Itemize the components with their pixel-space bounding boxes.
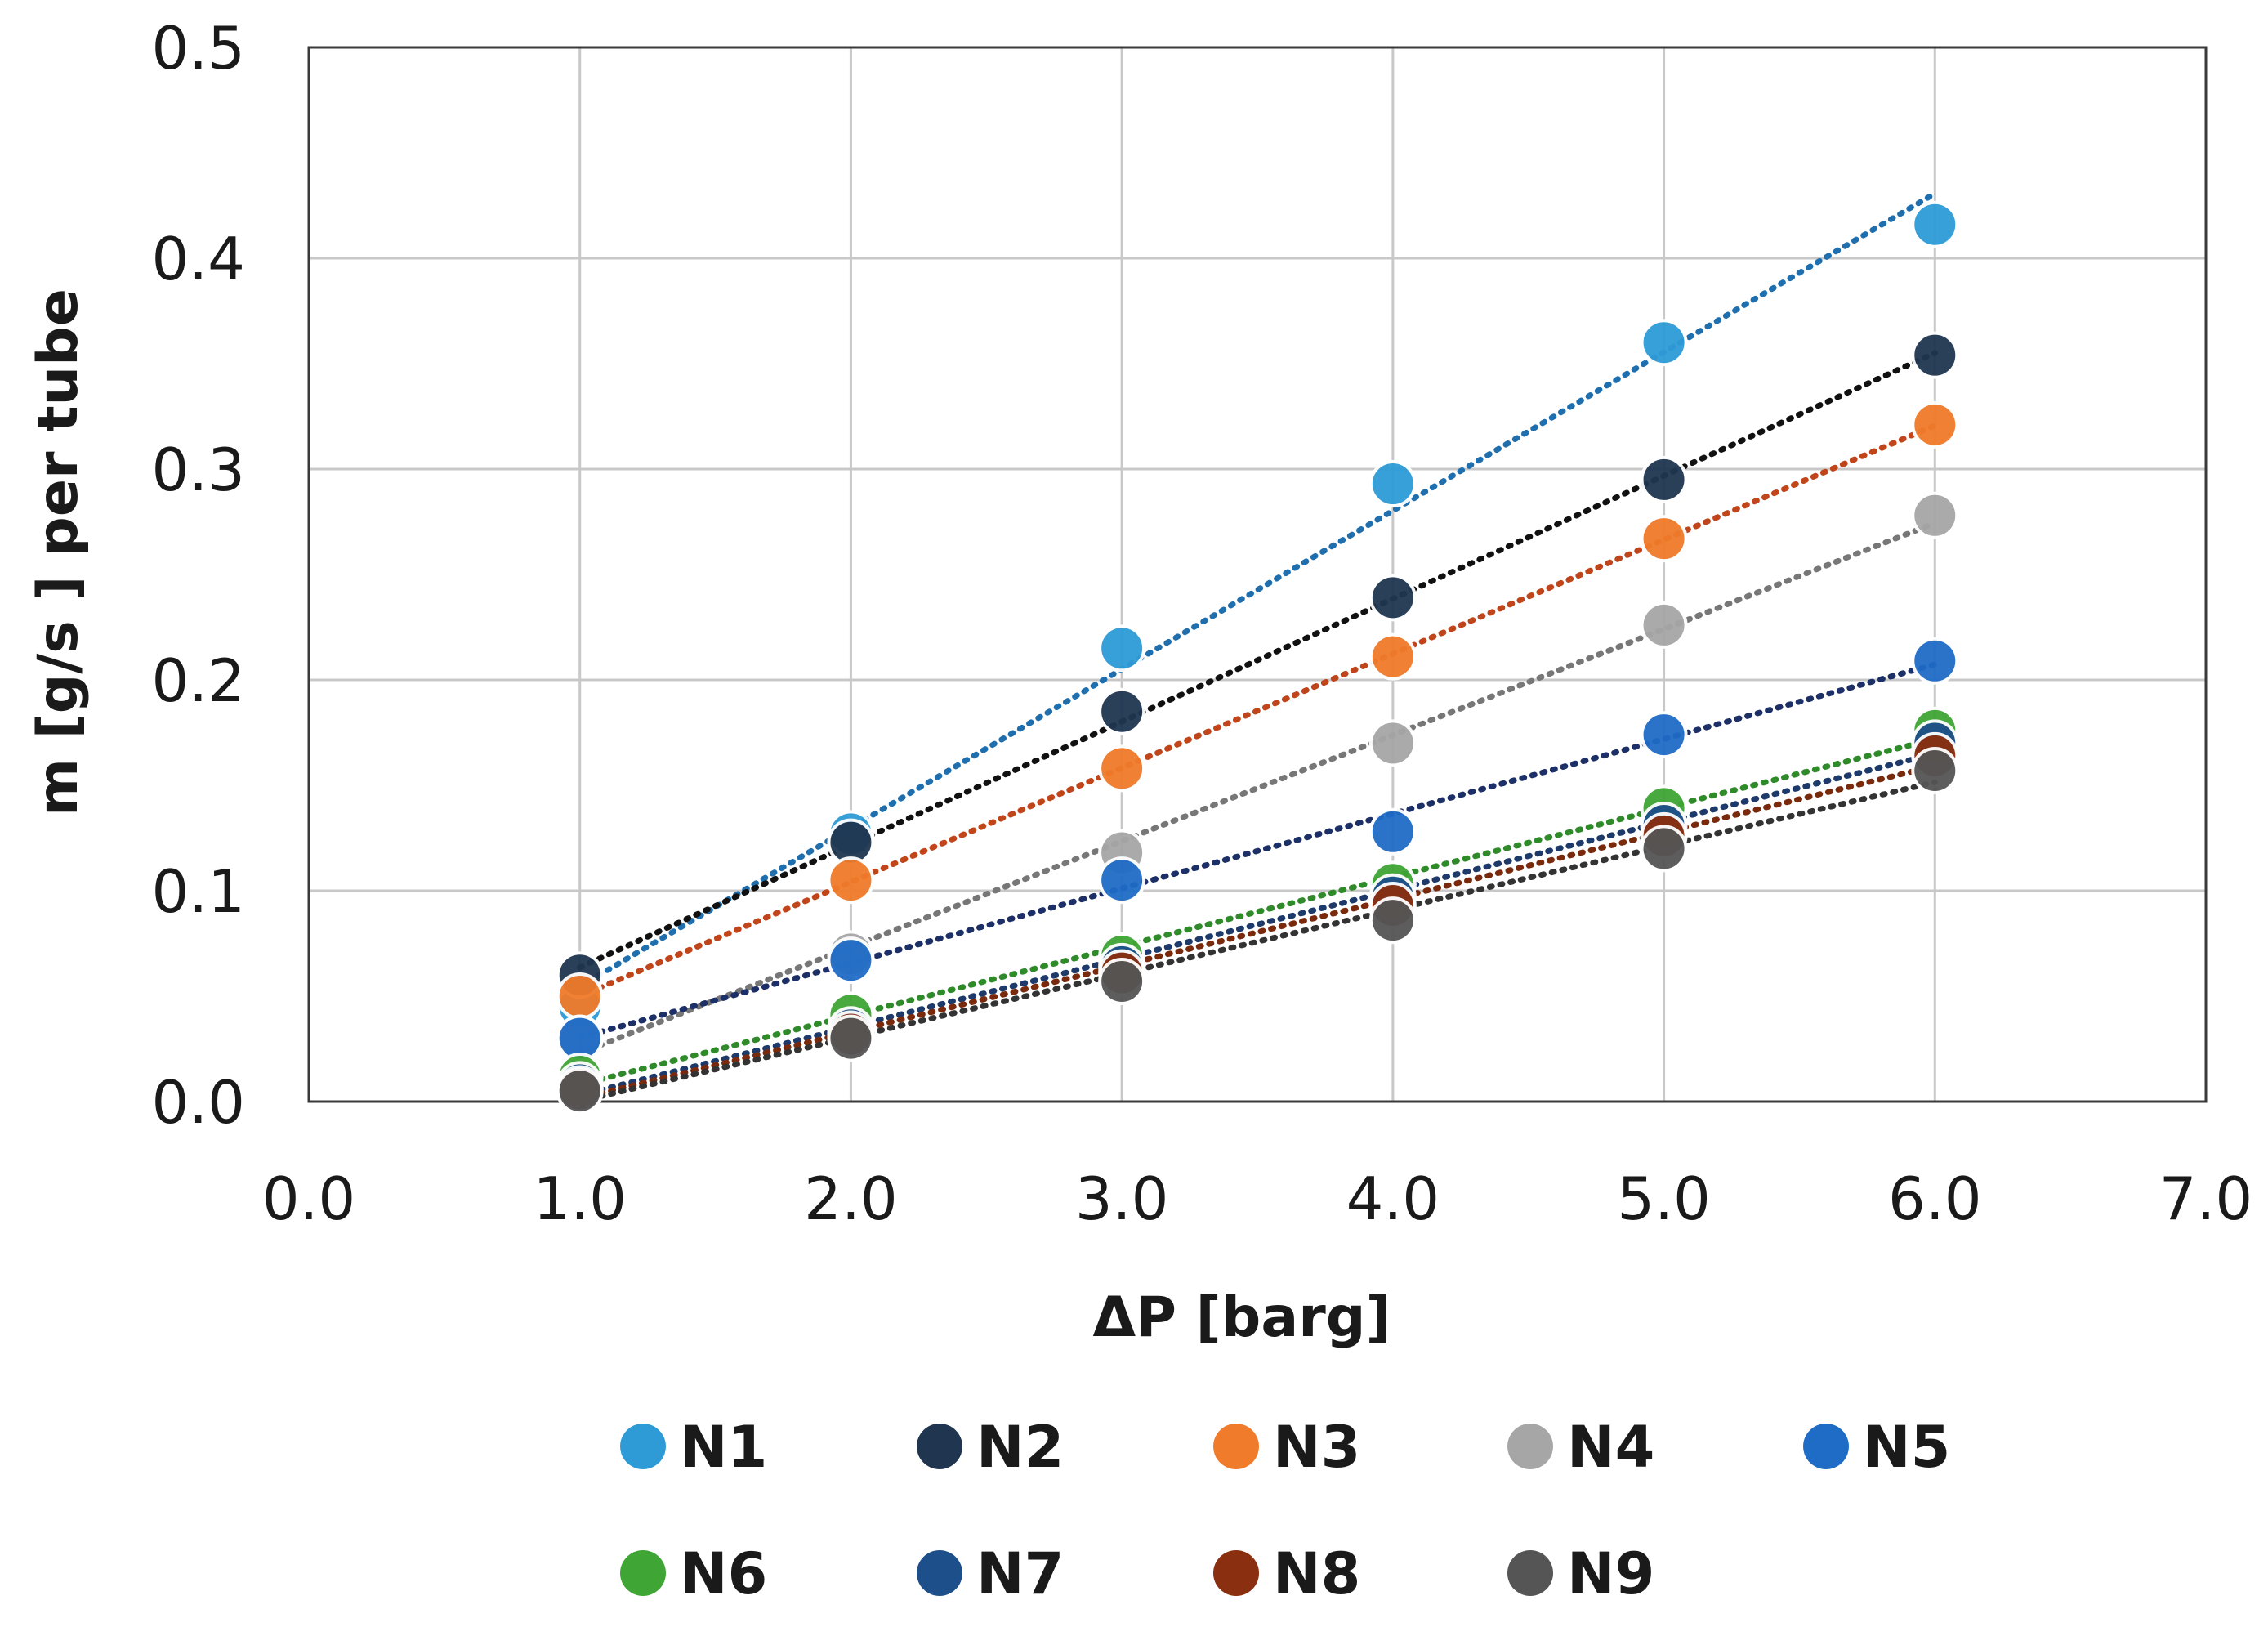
legend-marker (620, 1424, 666, 1469)
x-axis-title: ΔP [barg] (1092, 1285, 1391, 1350)
legend-label: N3 (1273, 1414, 1360, 1481)
trendline-n3 (577, 422, 1938, 999)
y-tick-label: 0.5 (151, 14, 245, 83)
legend-marker (1507, 1550, 1553, 1596)
legend-marker (917, 1550, 962, 1596)
point-n9 (1911, 746, 1959, 794)
legend-label: N4 (1567, 1414, 1654, 1481)
legend-label: N1 (680, 1414, 767, 1481)
point-n1 (1098, 624, 1146, 673)
point-n1 (1368, 460, 1417, 508)
point-n5 (1368, 807, 1417, 856)
point-n9 (1640, 825, 1688, 873)
legend-marker (917, 1424, 962, 1469)
legend-item-n3: N3 (1213, 1414, 1360, 1481)
x-tick-label: 1.0 (533, 1164, 627, 1233)
trendlines (577, 190, 1938, 1105)
trendline-n1 (577, 190, 1938, 990)
legend-item-n7: N7 (917, 1540, 1064, 1607)
legend-label: N7 (976, 1540, 1064, 1607)
trendline-n5 (577, 661, 1938, 1041)
y-tick-label: 0.0 (151, 1068, 245, 1137)
point-n3 (556, 972, 604, 1020)
point-n9 (1098, 957, 1146, 1005)
trendline-n4 (577, 520, 1938, 1057)
point-n5 (1911, 637, 1959, 685)
x-tick-label: 6.0 (1888, 1164, 1982, 1233)
legend-item-n2: N2 (917, 1414, 1064, 1481)
point-n4 (1368, 719, 1417, 767)
y-tick-label: 0.1 (151, 857, 245, 926)
point-n1 (1640, 319, 1688, 367)
point-n3 (1640, 515, 1688, 563)
point-n4 (1911, 491, 1959, 539)
legend-marker (1213, 1424, 1259, 1469)
y-tick-label: 0.4 (151, 225, 245, 293)
legend-label: N5 (1863, 1414, 1950, 1481)
point-n1 (1911, 200, 1959, 248)
point-n9 (1368, 896, 1417, 945)
point-n2 (1911, 331, 1959, 379)
y-tick-label: 0.2 (151, 646, 245, 715)
point-n2 (1098, 687, 1146, 735)
x-tick-label: 0.0 (262, 1164, 356, 1233)
legend: N1 N2 N3 N4 N5 N6 N7 N8 N9 (620, 1414, 1950, 1607)
point-n5 (827, 936, 875, 985)
point-n3 (827, 856, 875, 905)
y-tick-labels: 0.0 0.1 0.2 0.3 0.4 0.5 (151, 14, 245, 1137)
trendline-n9 (577, 779, 1938, 1105)
point-n5 (1640, 711, 1688, 759)
x-tick-label: 2.0 (804, 1164, 898, 1233)
legend-label: N6 (680, 1540, 767, 1607)
plot-area-border (307, 46, 2208, 1103)
y-tick-label: 0.3 (151, 436, 245, 504)
x-tick-label: 4.0 (1346, 1164, 1440, 1233)
trendline-n6 (577, 735, 1938, 1088)
point-n9 (556, 1067, 604, 1115)
x-tick-label: 5.0 (1617, 1164, 1711, 1233)
point-n9 (827, 1014, 875, 1062)
legend-item-n9: N9 (1507, 1540, 1654, 1607)
point-n4 (1640, 601, 1688, 649)
y-axis-title: m [g/s ] per tube (26, 288, 91, 816)
point-n3 (1368, 632, 1417, 681)
legend-item-n6: N6 (620, 1540, 767, 1607)
point-n5 (1098, 856, 1146, 905)
trendline-n7 (577, 750, 1938, 1098)
legend-item-n4: N4 (1507, 1414, 1654, 1481)
point-n3 (1911, 400, 1959, 449)
legend-marker (620, 1550, 666, 1596)
legend-item-n1: N1 (620, 1414, 767, 1481)
legend-item-n8: N8 (1213, 1540, 1360, 1607)
trendline-n2 (577, 350, 1938, 971)
legend-label: N9 (1567, 1540, 1654, 1607)
legend-label: N2 (976, 1414, 1064, 1481)
data-points (556, 200, 1959, 1115)
legend-label: N8 (1273, 1540, 1360, 1607)
point-n2 (1368, 574, 1417, 622)
legend-marker (1213, 1550, 1259, 1596)
legend-item-n5: N5 (1803, 1414, 1950, 1481)
point-n3 (1098, 744, 1146, 793)
x-tick-label: 7.0 (2159, 1164, 2253, 1233)
x-tick-labels: 0.0 1.0 2.0 3.0 4.0 5.0 6.0 7.0 (262, 1164, 2253, 1233)
legend-marker (1803, 1424, 1849, 1469)
trendline-n8 (577, 762, 1938, 1102)
point-n2 (1640, 455, 1688, 503)
legend-marker (1507, 1424, 1553, 1469)
x-tick-label: 3.0 (1075, 1164, 1169, 1233)
